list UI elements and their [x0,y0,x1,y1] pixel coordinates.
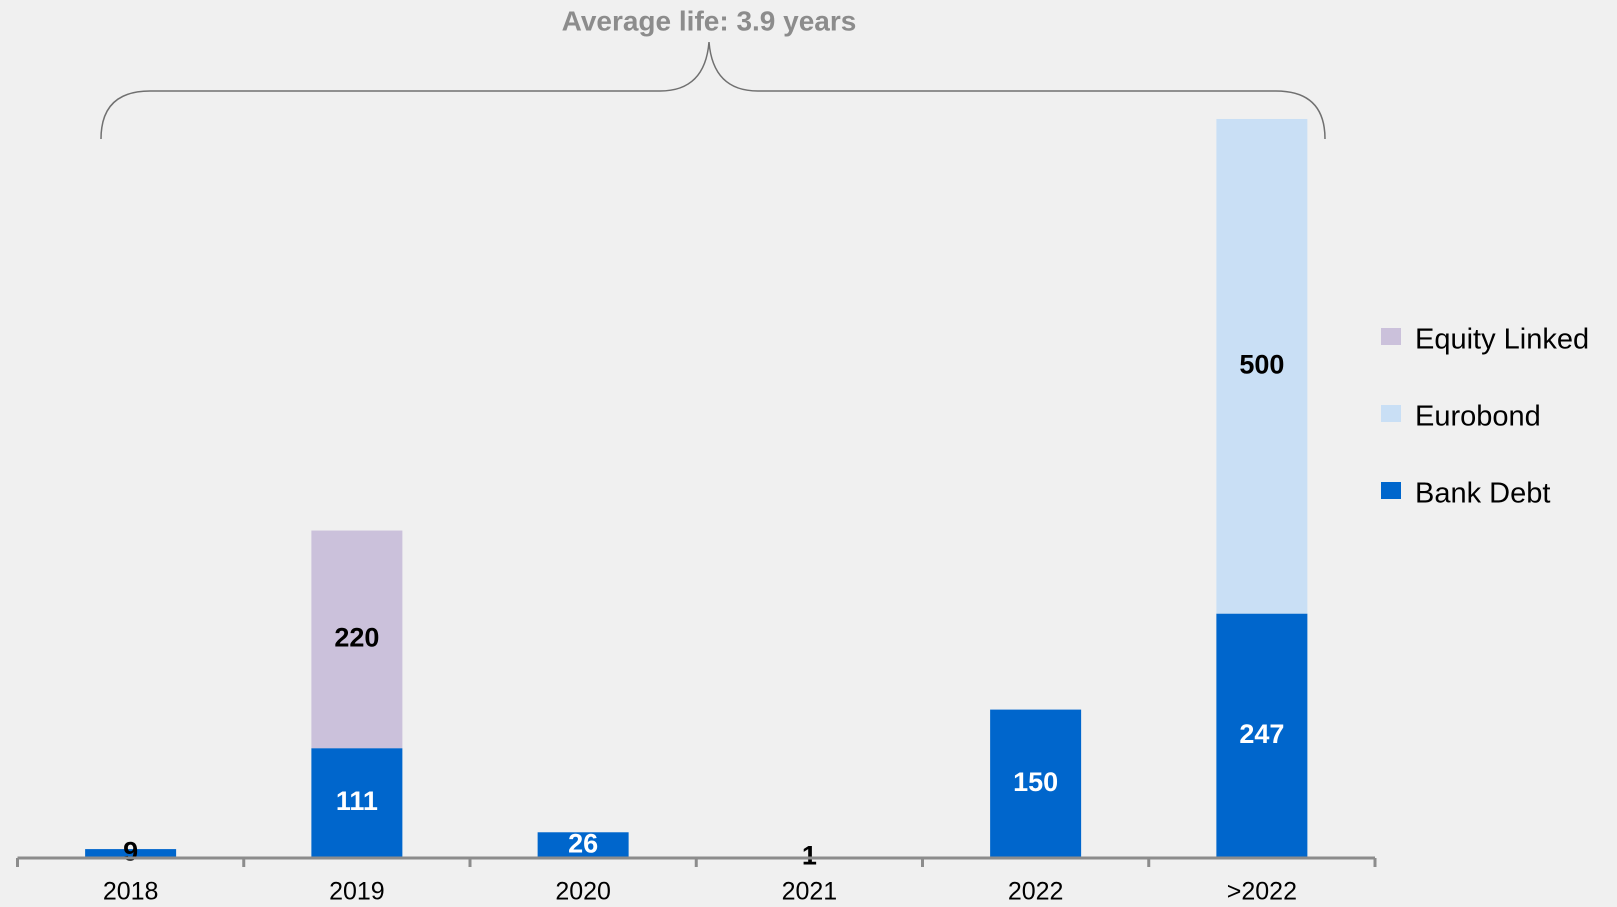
legend-label: Eurobond [1415,401,1541,433]
annotation: Average life: 3.9 years [562,5,857,36]
legend-swatch [1381,482,1401,499]
x-tick-label: 2021 [782,878,838,906]
x-tick-label: 2018 [103,878,159,906]
legend-swatch [1381,405,1401,422]
value-label: 220 [334,622,379,652]
x-tick-label: 2020 [555,878,611,906]
legend-swatch [1381,328,1401,345]
brace [100,41,1326,140]
bar-segment [311,748,403,858]
value-label: 111 [336,786,378,816]
legend-label: Equity Linked [1415,324,1589,356]
legend-label: Bank Debt [1415,478,1550,510]
x-tick-label: >2022 [1227,878,1297,906]
bar-segment [990,709,1082,858]
bar-segment [1216,118,1308,614]
bar-segment [1216,613,1308,858]
x-tick-label: 2022 [1008,878,1064,906]
bar-segment [85,849,177,858]
x-tick-label: 2019 [329,878,385,906]
value-label: 1 [802,841,817,871]
bar-segment [537,832,629,858]
bar-segment [311,530,403,749]
value-label: 26 [568,828,598,858]
value-label: 500 [1239,349,1284,379]
value-label: 247 [1239,719,1284,749]
value-label: 150 [1013,767,1058,797]
value-label: 9 [123,837,138,867]
